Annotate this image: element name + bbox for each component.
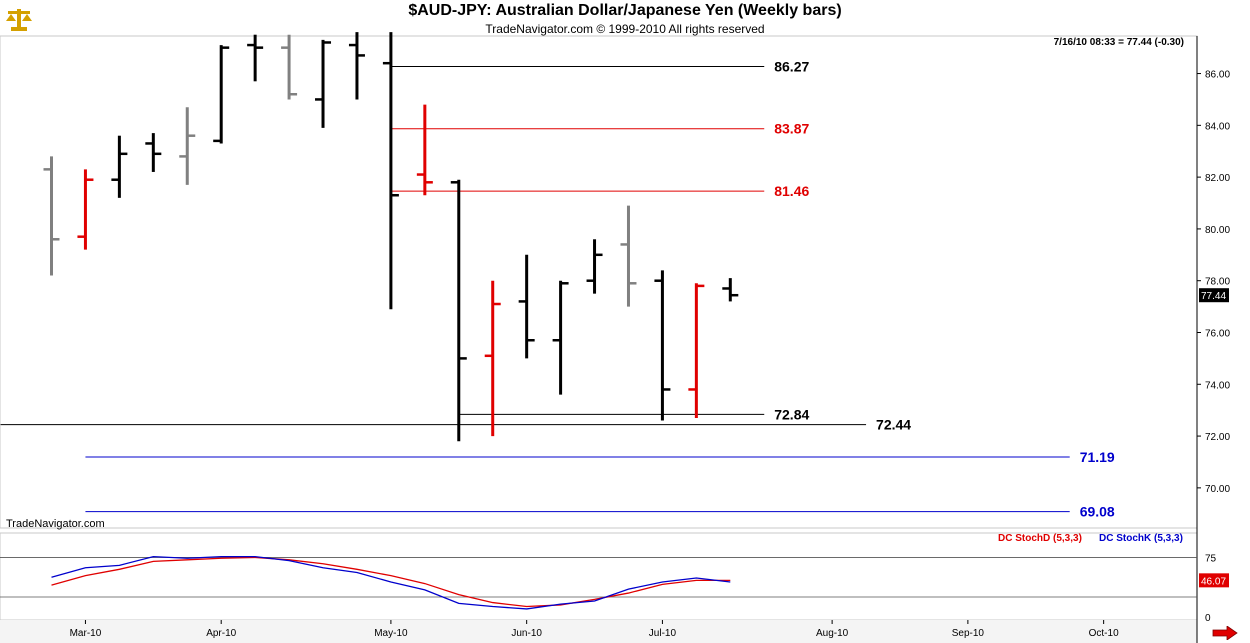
- date-axis-strip: [0, 620, 1197, 643]
- ohlc-bar: [586, 239, 603, 294]
- ohlc-bar: [213, 45, 230, 144]
- ohlc-bar: [348, 32, 365, 100]
- scales-logo-icon[interactable]: [4, 3, 34, 33]
- stochastic-panel: 75 0 46.07: [0, 553, 1229, 624]
- ohlc-bar: [688, 283, 705, 418]
- last-price-label: 77.44: [1201, 291, 1226, 302]
- level-label: 69.08: [1080, 504, 1115, 520]
- stoch-value-label: 46.07: [1201, 576, 1226, 587]
- ohlc-bar: [145, 133, 162, 172]
- price-bars: [43, 32, 739, 442]
- legend-stoch-d[interactable]: DC StochD (5,3,3): [998, 533, 1082, 544]
- level-label: 81.46: [774, 183, 809, 199]
- stochastic-panel-frame: [0, 532, 1198, 621]
- axis-strip: [1197, 36, 1250, 643]
- ohlc-bar: [416, 104, 433, 196]
- y-tick-label: 84.00: [1205, 121, 1230, 132]
- support-resistance-levels: 86.27 83.87 81.46 72.84 72.44 71.19 69.08: [0, 59, 1115, 520]
- ohlc-bar: [722, 278, 739, 302]
- ohlc-bar: [654, 270, 671, 421]
- ohlc-bar: [620, 205, 637, 307]
- ohlc-bar: [111, 135, 128, 198]
- y-tick-label: 78.00: [1205, 277, 1230, 288]
- arrow-right-icon[interactable]: [1212, 626, 1238, 640]
- stoch-value-tag: [1199, 573, 1229, 588]
- ohlc-bar: [43, 156, 60, 276]
- x-tick-label: Mar-10: [70, 628, 102, 639]
- x-tick-label: Aug-10: [816, 628, 849, 639]
- stoch-series-line: [51, 556, 731, 608]
- ohlc-bar: [179, 107, 196, 185]
- y-tick-label: 82.00: [1205, 173, 1230, 184]
- level-label: 86.27: [774, 59, 809, 75]
- date-axis: Mar-10 Apr-10 May-10 Jun-10 Jul-10 Aug-10 Sep-…: [70, 620, 1119, 639]
- x-tick-label: Apr-10: [206, 628, 236, 639]
- level-label: 83.87: [774, 121, 809, 137]
- ohlc-bar: [552, 280, 569, 395]
- chart-subtitle: TradeNavigator.com © 1999-2010 All right…: [485, 22, 765, 36]
- y-tick-label: 76.00: [1205, 328, 1230, 339]
- watermark: TradeNavigator.com: [6, 518, 105, 530]
- chart-title: $AUD-JPY: Australian Dollar/Japanese Yen…: [408, 2, 842, 19]
- x-tick-label: Oct-10: [1089, 628, 1119, 639]
- price-panel: [0, 35, 1198, 529]
- ohlc-bar: [518, 254, 535, 359]
- chart-frame: [0, 35, 1250, 643]
- ohlc-bar: [247, 34, 264, 82]
- ohlc-bar: [77, 169, 94, 250]
- y-tick-label: 80.00: [1205, 225, 1230, 236]
- ohlc-bar: [484, 280, 501, 437]
- price-axis: 86.00 84.00 82.00 80.00 78.00 76.00 74.00 72.00…: [1197, 70, 1230, 495]
- legend-stoch-k[interactable]: DC StochK (5,3,3): [1099, 533, 1183, 544]
- level-label: 71.19: [1080, 449, 1115, 465]
- ohlc-bar: [315, 39, 332, 128]
- x-tick-label: May-10: [374, 628, 408, 639]
- x-tick-label: Jul-10: [649, 628, 677, 639]
- x-tick-label: Jun-10: [511, 628, 542, 639]
- y-tick-label: 70.00: [1205, 484, 1230, 495]
- ohlc-bar: [382, 32, 399, 310]
- level-label: 72.84: [774, 406, 809, 422]
- stoch-tick-label: 0: [1205, 613, 1211, 624]
- stoch-series-line: [51, 555, 731, 610]
- x-tick-label: Sep-10: [952, 628, 985, 639]
- last-price-tag: [1199, 288, 1229, 303]
- ohlc-bar: [281, 34, 298, 100]
- y-tick-label: 72.00: [1205, 432, 1230, 443]
- last-quote: 7/16/10 08:33 = 77.44 (-0.30): [1053, 37, 1184, 48]
- y-tick-label: 74.00: [1205, 380, 1230, 391]
- level-label: 72.44: [876, 417, 911, 433]
- y-tick-label: 86.00: [1205, 70, 1230, 81]
- stoch-tick-label: 75: [1205, 553, 1217, 564]
- ohlc-bar: [450, 179, 467, 442]
